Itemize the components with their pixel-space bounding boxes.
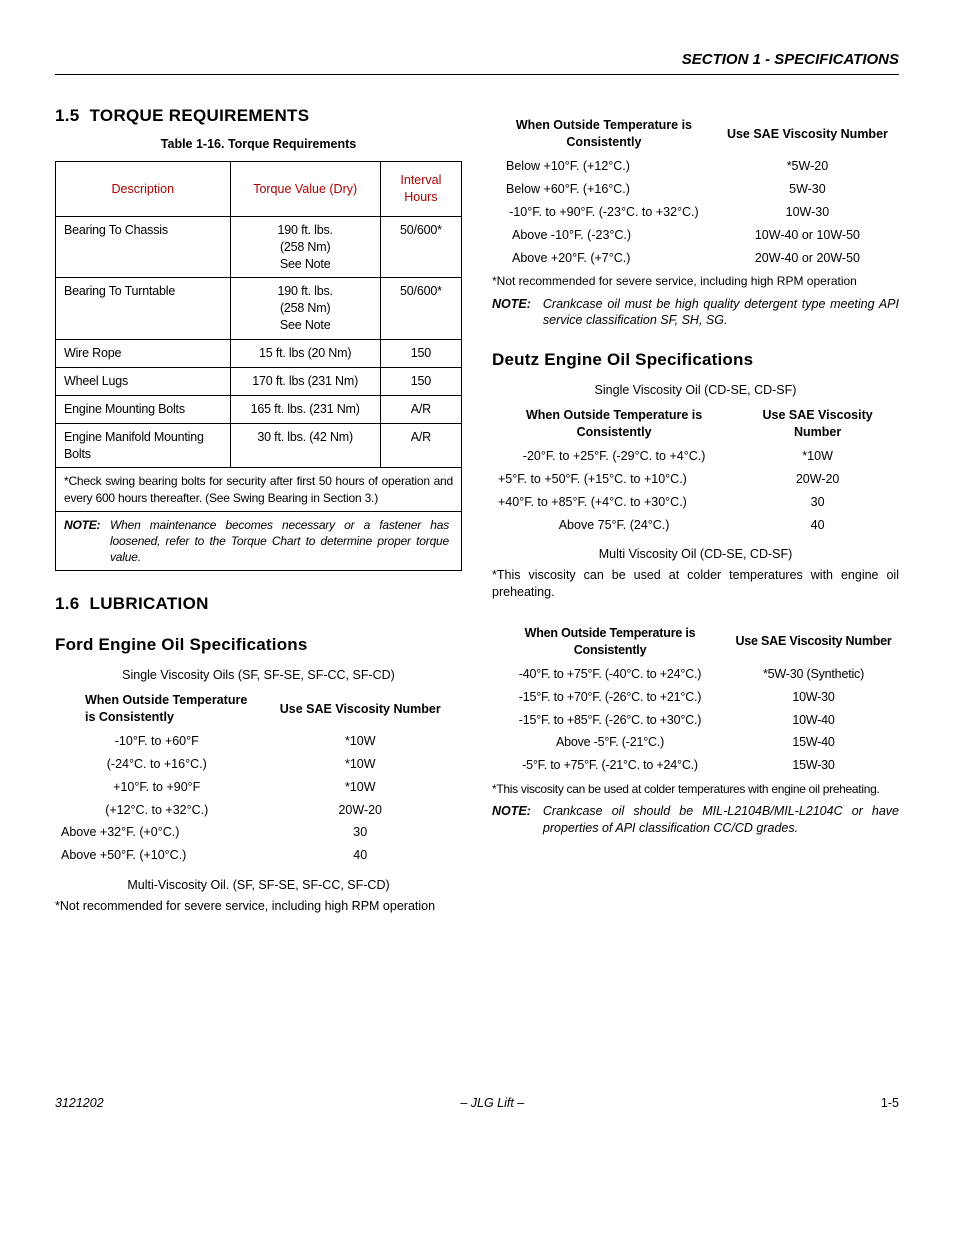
note-label: NOTE: <box>492 803 543 837</box>
ford-note: NOTE: Crankcase oil must be high quality… <box>492 296 899 330</box>
heading-1-5: 1.5TORQUE REQUIREMENTS <box>55 105 462 128</box>
deutz-multi-footnote: *This viscosity can be used at colder te… <box>492 781 899 797</box>
table-row: -20°F. to +25°F. (-29°C. to +4°C.)*10W <box>492 445 899 468</box>
ford-multi-table: When Outside Temperature is Consistently… <box>492 113 899 269</box>
th-torque: Torque Value (Dry) <box>230 162 380 217</box>
page-footer: 3121202 – JLG Lift – 1-5 <box>55 1095 899 1112</box>
table-header-row: Description Torque Value (Dry) Interval … <box>56 162 462 217</box>
table-row: Above 75°F. (24°C.)40 <box>492 514 899 537</box>
note-body: Crankcase oil should be MIL-L2104B/MIL-L… <box>543 803 899 837</box>
deutz-single-table: When Outside Temperature is Consistently… <box>492 403 899 536</box>
table-row: Above +50°F. (+10°C.)40 <box>55 844 462 867</box>
page-header: SECTION 1 - SPECIFICATIONS <box>55 50 899 75</box>
th-sae: Use SAE Viscosity Number <box>728 621 899 663</box>
table-row: -10°F. to +90°F. (-23°C. to +32°C.)10W-3… <box>492 201 899 224</box>
table-row: +40°F. to +85°F. (+4°C. to +30°C.)30 <box>492 491 899 514</box>
ford-multi-footnote: *Not recommended for severe service, inc… <box>492 273 899 289</box>
table-row: -15°F. to +70°F. (-26°C. to +21°C.)10W-3… <box>492 686 899 709</box>
table-row: Above -10°F. (-23°C.)10W-40 or 10W-50 <box>492 224 899 247</box>
table-row: Above -5°F. (-21°C.)15W-40 <box>492 731 899 754</box>
th-temp: When Outside Temperature is Consistently <box>492 113 716 155</box>
table-row: Bearing To Turntable190 ft. lbs. (258 Nm… <box>56 278 462 340</box>
left-column: 1.5TORQUE REQUIREMENTS Table 1-16. Torqu… <box>55 105 462 915</box>
table-row: Above +20°F. (+7°C.)20W-40 or 20W-50 <box>492 247 899 270</box>
heading-1-6: 1.6LUBRICATION <box>55 593 462 616</box>
note-label: NOTE: <box>492 296 543 330</box>
table-row: +10°F. to +90°F*10W <box>55 776 462 799</box>
section-title: SECTION 1 - SPECIFICATIONS <box>682 51 899 68</box>
note-label: NOTE: <box>64 517 110 533</box>
content-columns: 1.5TORQUE REQUIREMENTS Table 1-16. Torqu… <box>55 105 899 915</box>
table-row: Engine Manifold Mounting Bolts30 ft. lbs… <box>56 423 462 468</box>
footer-left: 3121202 <box>55 1095 104 1112</box>
deutz-multi-caption: Multi Viscosity Oil (CD-SE, CD-SF) <box>492 546 899 563</box>
table-header-row: When Outside Temperature is Consistently… <box>55 688 462 730</box>
table-row: Below +10°F. (+12°C.)*5W-20 <box>492 155 899 178</box>
table-row: -40°F. to +75°F. (-40°C. to +24°C.)*5W-3… <box>492 663 899 686</box>
th-sae: Use SAE Viscosity Number <box>716 113 899 155</box>
th-temp: When Outside Temperature is Consistently <box>492 403 736 445</box>
note-body: Crankcase oil must be high quality deter… <box>543 296 899 330</box>
deutz-multi-table: When Outside Temperature is Consistently… <box>492 621 899 777</box>
table-1-16: Description Torque Value (Dry) Interval … <box>55 161 462 571</box>
ford-single-table: When Outside Temperature is Consistently… <box>55 688 462 867</box>
table-1-16-caption: Table 1-16. Torque Requirements <box>55 136 462 153</box>
table-row: +5°F. to +50°F. (+15°C. to +10°C.)20W-20 <box>492 468 899 491</box>
table-footnote-row: *Check swing bearing bolts for security … <box>56 468 462 511</box>
deutz-single-caption: Single Viscosity Oil (CD-SE, CD-SF) <box>492 382 899 399</box>
th-sae: Use SAE Viscosity Number <box>736 403 899 445</box>
table-row: -5°F. to +75°F. (-21°C. to +24°C.)15W-30 <box>492 754 899 777</box>
table-header-row: When Outside Temperature is Consistently… <box>492 621 899 663</box>
table-row: Wire Rope15 ft. lbs (20 Nm)150 <box>56 340 462 368</box>
right-column: When Outside Temperature is Consistently… <box>492 105 899 915</box>
footer-center: – JLG Lift – <box>460 1095 524 1112</box>
table-row: (-24°C. to +16°C.)*10W <box>55 753 462 776</box>
table-row: Below +60°F. (+16°C.)5W-30 <box>492 178 899 201</box>
th-interval: Interval Hours <box>380 162 461 217</box>
table-row: (+12°C. to +32°C.)20W-20 <box>55 799 462 822</box>
ford-single-caption: Single Viscosity Oils (SF, SF-SE, SF-CC,… <box>55 667 462 684</box>
table-row: Bearing To Chassis190 ft. lbs. (258 Nm) … <box>56 216 462 278</box>
th-sae: Use SAE Viscosity Number <box>259 688 463 730</box>
table-row: Engine Mounting Bolts165 ft. lbs. (231 N… <box>56 395 462 423</box>
table-row: -10°F. to +60°F*10W <box>55 730 462 753</box>
ford-single-footnote: *Not recommended for severe service, inc… <box>55 898 462 915</box>
footer-right: 1-5 <box>881 1095 899 1112</box>
deutz-single-footnote: *This viscosity can be used at colder te… <box>492 567 899 601</box>
deutz-heading: Deutz Engine Oil Specifications <box>492 349 899 372</box>
table-row: Wheel Lugs170 ft. lbs (231 Nm)150 <box>56 367 462 395</box>
deutz-note: NOTE: Crankcase oil should be MIL-L2104B… <box>492 803 899 837</box>
table-header-row: When Outside Temperature is Consistently… <box>492 113 899 155</box>
ford-multi-caption: Multi-Viscosity Oil. (SF, SF-SE, SF-CC, … <box>55 877 462 894</box>
table-header-row: When Outside Temperature is Consistently… <box>492 403 899 445</box>
th-description: Description <box>56 162 231 217</box>
th-temp: When Outside Temperature is Consistently <box>492 621 728 663</box>
table-row: Above +32°F. (+0°C.)30 <box>55 821 462 844</box>
ford-heading: Ford Engine Oil Specifications <box>55 634 462 657</box>
note-body: When maintenance becomes necessary or a … <box>110 517 449 566</box>
table-row: -15°F. to +85°F. (-26°C. to +30°C.)10W-4… <box>492 709 899 732</box>
th-temp: When Outside Temperature is Consistently <box>55 688 259 730</box>
table-note-row: NOTE:When maintenance becomes necessary … <box>56 511 462 571</box>
